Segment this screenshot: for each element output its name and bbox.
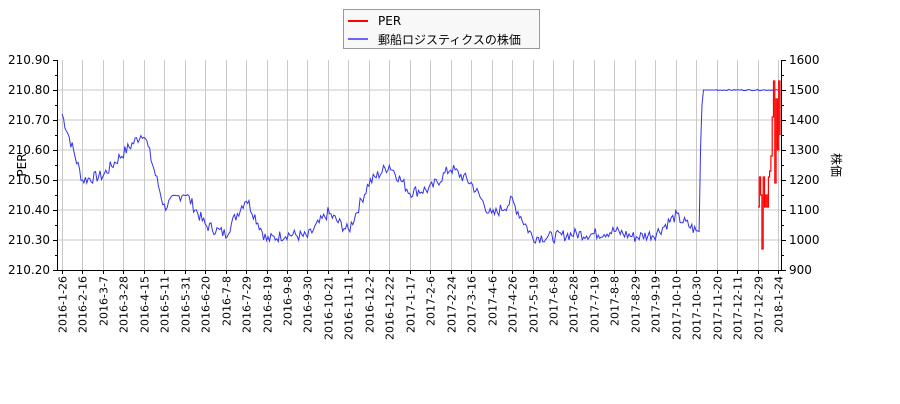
x-tick-label: 2017-3-16 xyxy=(466,276,479,333)
right-tick-label: 1400 xyxy=(789,113,820,127)
right-axis-label: 株価 xyxy=(829,153,844,177)
left-tick-label: 210.20 xyxy=(8,263,50,277)
x-tick-label: 2016-11-11 xyxy=(343,276,356,340)
legend: PER 郵船ロジスティクスの株価 xyxy=(343,9,540,49)
legend-item-stock: 郵船ロジスティクスの株価 xyxy=(348,30,521,48)
x-tick-label: 2017-10-10 xyxy=(671,276,684,340)
right-tick-label: 1000 xyxy=(789,233,820,247)
x-tick-label: 2016-9-30 xyxy=(302,276,315,333)
gridlines xyxy=(57,60,781,270)
x-tick-label: 2017-2-6 xyxy=(425,276,438,326)
legend-label-per: PER xyxy=(378,14,402,28)
x-tick-label: 2016-6-20 xyxy=(200,276,213,333)
x-tick-label: 2016-9-8 xyxy=(282,276,295,326)
right-tick-label: 1100 xyxy=(789,203,820,217)
x-tick-label: 2017-8-29 xyxy=(630,276,643,333)
x-tick-label: 2017-12-11 xyxy=(732,276,745,340)
x-tick-label: 2017-12-29 xyxy=(753,276,766,340)
x-axis-ticks: 2016-1-26 2016-2-16 2016-3-7 2016-3-28 2016-… xyxy=(57,270,786,340)
x-tick-label: 2016-8-19 xyxy=(262,276,275,333)
right-tick-label: 1200 xyxy=(789,173,820,187)
x-tick-label: 2017-5-19 xyxy=(528,276,541,333)
x-tick-label: 2017-4-26 xyxy=(507,276,520,333)
right-tick-label: 1300 xyxy=(789,143,820,157)
x-tick-label: 2016-5-31 xyxy=(180,276,193,333)
right-tick-label: 900 xyxy=(789,263,812,277)
x-tick-label: 2018-1-24 xyxy=(773,276,786,333)
x-tick-label: 2017-8-8 xyxy=(609,276,622,326)
x-tick-label: 2017-10-30 xyxy=(691,276,704,340)
right-tick-label: 1500 xyxy=(789,83,820,97)
x-tick-label: 2017-7-19 xyxy=(589,276,602,333)
per-line xyxy=(758,80,781,250)
x-tick-label: 2017-4-6 xyxy=(487,276,500,326)
x-tick-label: 2016-10-21 xyxy=(323,276,336,340)
x-tick-label: 2017-2-24 xyxy=(446,276,459,333)
x-tick-label: 2016-4-15 xyxy=(139,276,152,333)
legend-item-per: PER xyxy=(348,12,401,30)
left-tick-label: 210.60 xyxy=(8,143,50,157)
legend-label-stock: 郵船ロジスティクスの株価 xyxy=(378,32,521,47)
left-tick-label: 210.30 xyxy=(8,233,50,247)
x-tick-label: 2016-3-7 xyxy=(98,276,111,326)
left-tick-label: 210.40 xyxy=(8,203,50,217)
x-tick-label: 2016-2-16 xyxy=(77,276,90,333)
x-tick-label: 2016-7-29 xyxy=(241,276,254,333)
x-tick-label: 2017-6-28 xyxy=(568,276,581,333)
x-tick-label: 2017-9-19 xyxy=(650,276,663,333)
right-axis-ticks: 1600 1500 1400 1300 1200 1100 1000 900 xyxy=(781,53,820,277)
x-tick-label: 2016-12-22 xyxy=(384,276,397,340)
legend-swatch-blue xyxy=(348,38,368,40)
left-tick-label: 210.50 xyxy=(8,173,50,187)
left-tick-label: 210.70 xyxy=(8,113,50,127)
left-axis-ticks: 210.90 210.80 210.70 210.60 210.50 210.40 210.… xyxy=(8,53,57,277)
x-tick-label: 2017-1-17 xyxy=(405,276,418,333)
left-tick-label: 210.90 xyxy=(8,53,50,67)
x-tick-label: 2016-12-2 xyxy=(364,276,377,333)
legend-swatch-red xyxy=(348,20,368,22)
x-tick-label: 2016-7-8 xyxy=(221,276,234,326)
right-tick-label: 1600 xyxy=(789,53,820,67)
plot-frame xyxy=(57,60,782,271)
x-tick-label: 2017-6-8 xyxy=(548,276,561,326)
left-axis-label: PER xyxy=(15,153,29,176)
stock-price-line xyxy=(61,88,779,245)
x-tick-label: 2016-1-26 xyxy=(57,276,70,333)
left-tick-label: 210.80 xyxy=(8,83,50,97)
x-tick-label: 2016-5-11 xyxy=(159,276,172,333)
x-tick-label: 2016-3-28 xyxy=(118,276,131,333)
x-tick-label: 2017-11-20 xyxy=(712,276,725,340)
